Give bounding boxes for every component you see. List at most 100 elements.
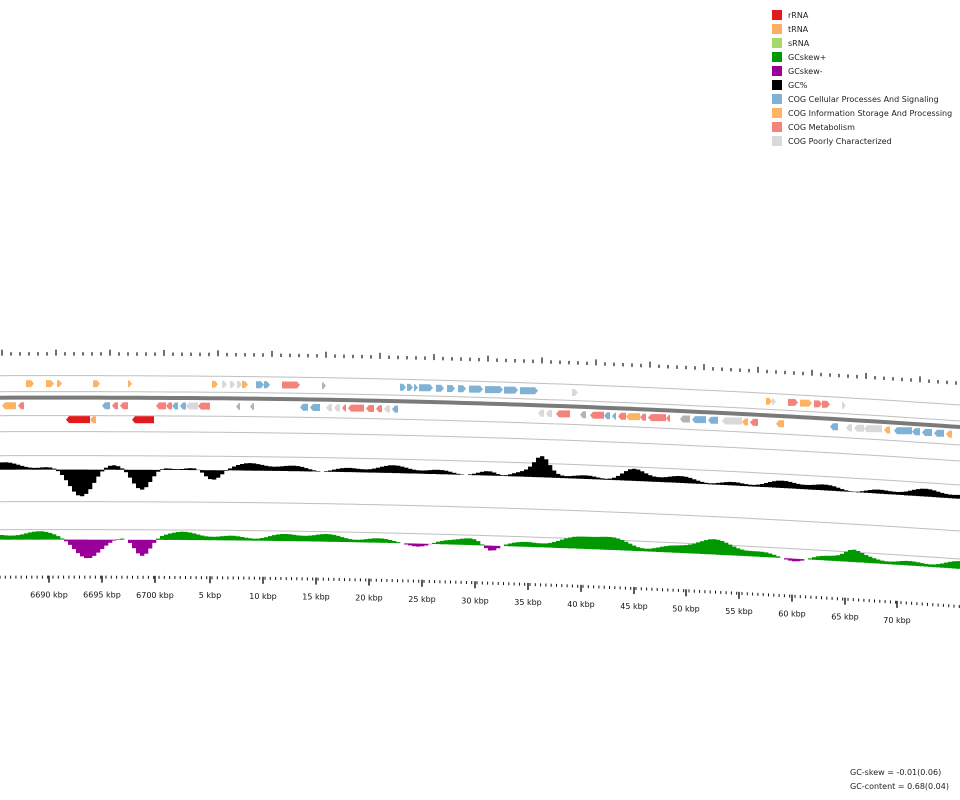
legend-item-cog-metabolism: COG Metabolism [772, 120, 952, 134]
gc-skew-bar [756, 551, 761, 557]
gc-content-bar [300, 466, 305, 472]
gc-content-bar [144, 469, 149, 488]
ring-line-4 [0, 455, 960, 486]
gc-content-bar [344, 467, 349, 473]
forward-gene-15 [407, 383, 413, 391]
gc-content-bar [444, 470, 449, 475]
gc-content-bar [96, 469, 101, 477]
gc-skew-bar [20, 534, 25, 540]
gc-content-bar [956, 494, 960, 499]
reverse-gene-30 [618, 412, 626, 420]
gc-skew-bar [468, 538, 473, 545]
gc-skew-bar [132, 539, 137, 549]
gc-skew-bar [512, 542, 517, 547]
gc-content-bar [840, 489, 845, 492]
gc-skew-bar [72, 539, 77, 550]
gc-content-bar [920, 488, 925, 497]
gc-content-bar [696, 480, 701, 484]
gc-content-bar [504, 475, 509, 477]
gc-content-bar [376, 467, 381, 473]
gc-skew-bar [888, 561, 893, 565]
gc-skew-bar [644, 548, 649, 552]
gc-content-bar [416, 470, 421, 474]
legend-item-rrna: rRNA [772, 8, 952, 22]
gc-skew-bar [84, 539, 89, 559]
gc-content-bar [56, 469, 61, 472]
reverse-gene-5 [156, 402, 166, 410]
gc-skew-bar [788, 558, 793, 561]
gc-content-bar [436, 469, 441, 475]
gc-content-bar [352, 468, 357, 473]
forward-gene-13 [322, 382, 326, 390]
gc-content-bar [192, 468, 197, 471]
gc-content-bar [348, 467, 353, 473]
gc-content-bar [280, 466, 285, 471]
gc-content-bar [568, 476, 573, 479]
gc-content-bar [452, 472, 457, 475]
gc-skew-bar [532, 542, 537, 548]
axis-tick-label: 6700 kbp [136, 591, 174, 600]
gc-content-bar [180, 469, 185, 470]
legend-label: GCskew+ [788, 52, 827, 62]
gc-content-bar [740, 483, 745, 486]
forward-gene-5 [212, 380, 218, 388]
gc-skew-bar [424, 543, 429, 546]
gc-content-bar [392, 465, 397, 474]
gc-content-bar [60, 469, 65, 475]
gc-content-bar [704, 482, 709, 485]
gc-skew-bar [480, 544, 485, 546]
axis-tick-label: 15 kbp [302, 593, 330, 602]
gc-content-bar [276, 466, 281, 471]
gc-content-bar [36, 467, 41, 470]
gc-skew-bar [816, 556, 821, 560]
gc-skew-bar [408, 543, 413, 546]
gc-skew-bar [912, 561, 917, 566]
gc-skew-bar [416, 543, 421, 547]
reverse-gene-18 [348, 404, 364, 412]
gc-skew-bar [252, 538, 257, 541]
gc-content-bar [948, 494, 953, 499]
gc-skew-bar [800, 559, 805, 561]
gc-skew-bar [28, 532, 33, 540]
gc-skew-bar [628, 543, 633, 551]
reverse-gene-47 [894, 427, 912, 435]
gc-skew-bar [840, 553, 845, 562]
gc-content-bar [668, 476, 673, 483]
reverse-gene-24 [546, 410, 552, 418]
gc-skew-bar [476, 541, 481, 546]
gc-skew-bar [184, 531, 189, 540]
gc-content-bar [576, 475, 581, 479]
gc-content-bar [108, 465, 113, 470]
gc-skew-bar [808, 558, 813, 560]
gc-content-bar [636, 469, 641, 482]
gc-content-bar [476, 472, 481, 476]
gc-content-bar [236, 465, 241, 471]
gc-skew-bar [448, 540, 453, 545]
legend-label: COG Metabolism [788, 122, 855, 132]
gc-content-bar [356, 468, 361, 473]
reverse-gene-6 [166, 402, 172, 410]
gc-skew-bar [624, 541, 629, 551]
gc-content-bar [808, 485, 813, 490]
gc-skew-bar [764, 552, 769, 558]
gc-content-bar [332, 469, 337, 472]
gc-content-bar [684, 476, 689, 484]
reverse-gene-34 [666, 414, 670, 422]
gc-content-bar [160, 469, 165, 470]
gc-content-bar [660, 477, 665, 483]
reverse-gene-16 [334, 404, 340, 412]
gc-content-bar [252, 463, 257, 471]
legend-item-srna: sRNA [772, 36, 952, 50]
reverse-gene-27 [590, 411, 604, 419]
gc-skew-bar [116, 539, 121, 540]
gc-content-bar [788, 481, 793, 489]
reverse-gene-38 [722, 417, 742, 425]
reverse-gene-42 [830, 423, 838, 431]
reverse-gene-0 [2, 402, 16, 410]
reverse-gene-37 [708, 416, 718, 424]
legend-item-cog-cellular: COG Cellular Processes And Signaling [772, 92, 952, 106]
gc-content-bar [408, 468, 413, 474]
gc-skew-bar [176, 532, 181, 540]
gc-content-bar [836, 487, 841, 492]
gc-skew-bar [940, 563, 945, 568]
